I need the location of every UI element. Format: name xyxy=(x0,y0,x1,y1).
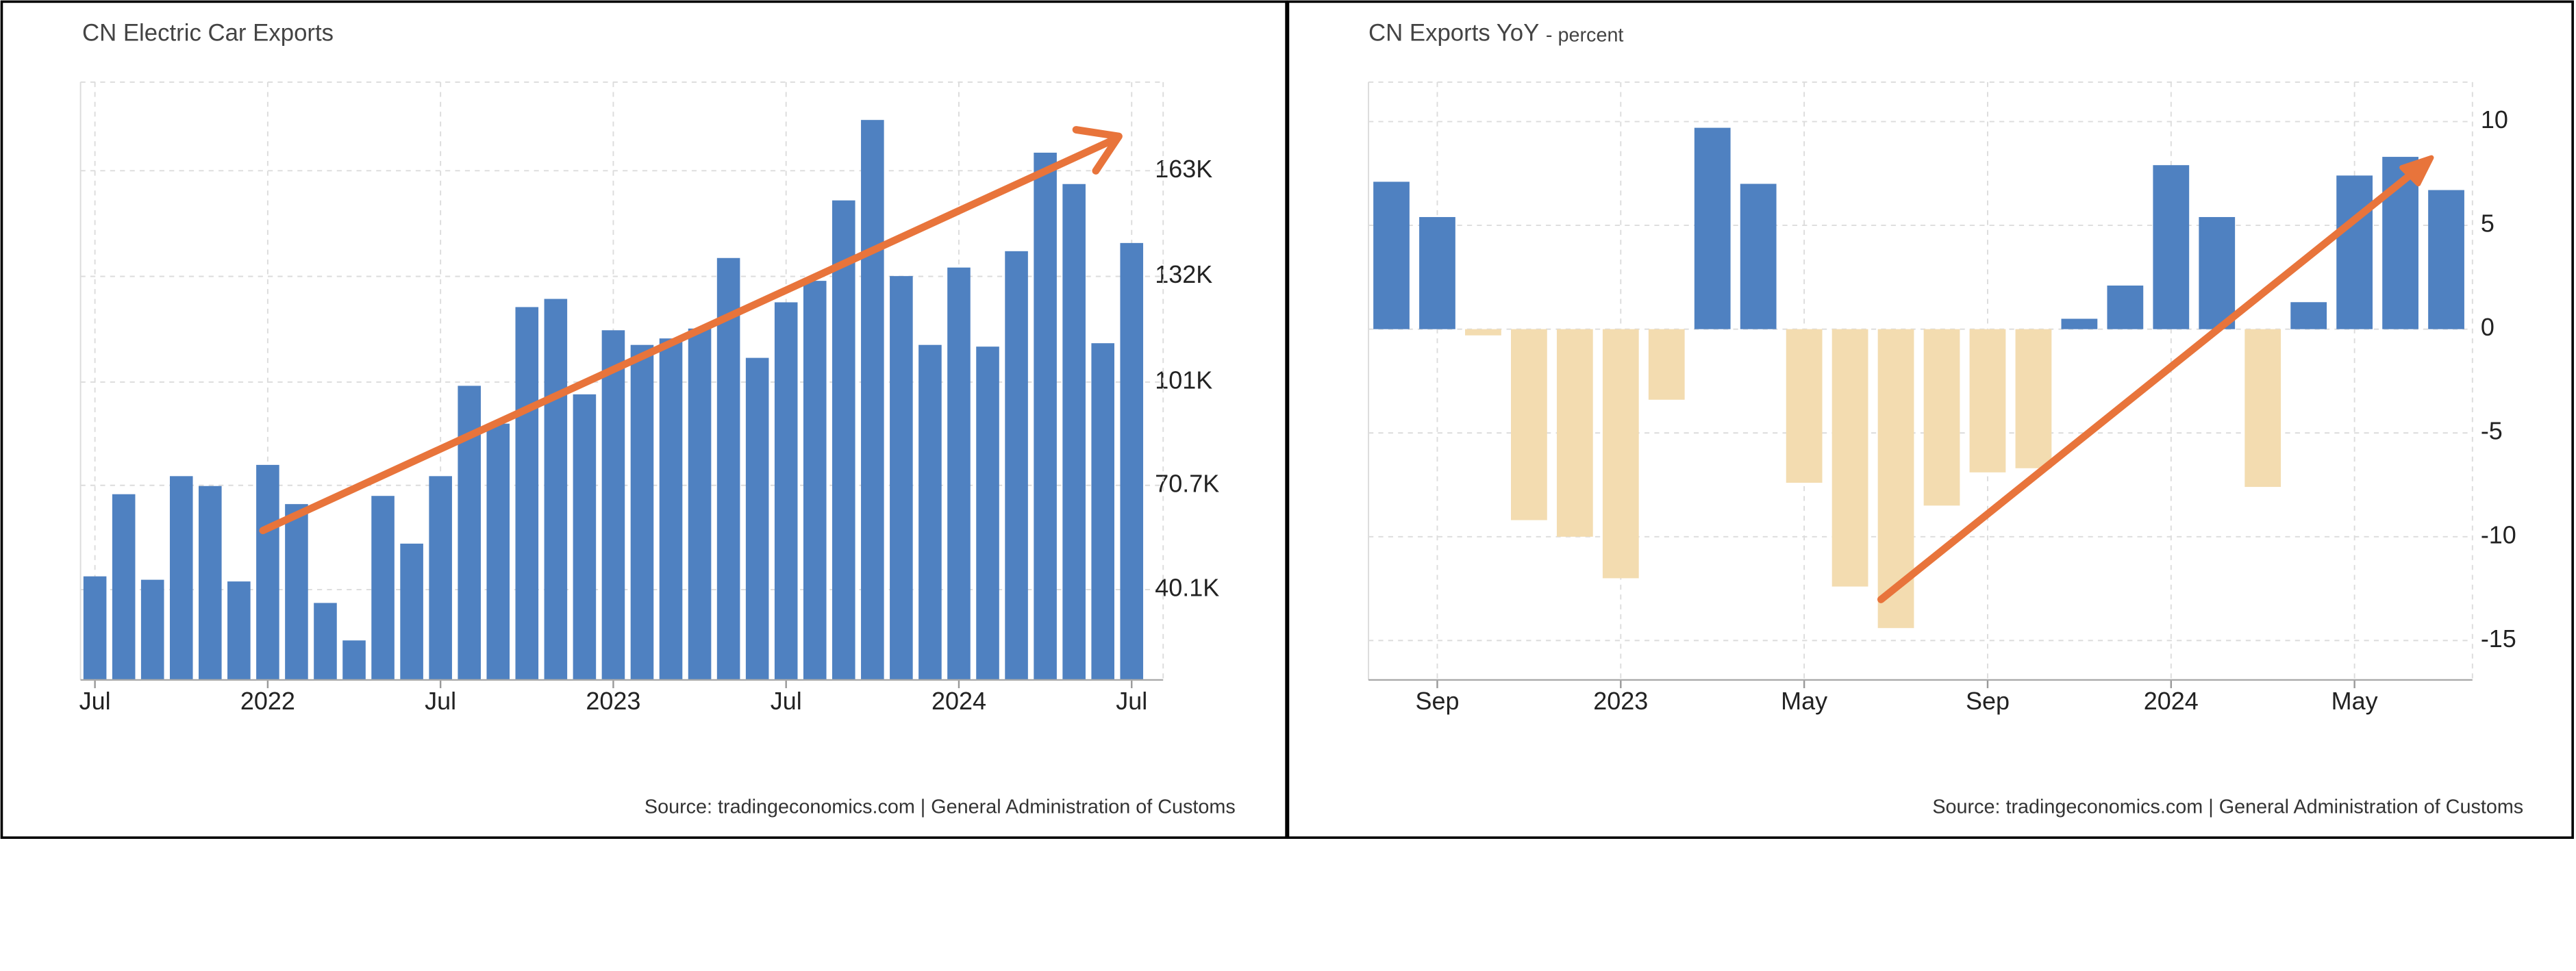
trend-arrow xyxy=(259,126,1123,535)
bar xyxy=(1062,184,1086,680)
y-tick-label: -5 xyxy=(2481,417,2503,445)
bar xyxy=(1465,329,1501,336)
x-tick-label: Sep xyxy=(1415,687,1459,715)
bar xyxy=(256,464,279,680)
bar xyxy=(861,120,884,680)
bar xyxy=(1740,184,1777,329)
bar xyxy=(803,281,827,680)
bar xyxy=(285,504,308,680)
bar xyxy=(2336,175,2373,329)
bar xyxy=(745,357,769,680)
bar xyxy=(1005,251,1028,680)
bar xyxy=(659,338,683,680)
bar xyxy=(630,344,654,680)
bar xyxy=(1831,329,1868,587)
x-tick-label: 2024 xyxy=(2144,687,2199,715)
y-tick-label: -10 xyxy=(2481,520,2516,548)
bar xyxy=(1923,329,1960,506)
bar xyxy=(1091,343,1114,680)
bar xyxy=(112,494,136,680)
x-tick-label: 2024 xyxy=(931,687,986,715)
bar xyxy=(1648,329,1685,400)
bar xyxy=(342,640,366,680)
x-tick-label: 2023 xyxy=(586,687,640,715)
charts: CN Electric Car Exports Source: tradingec… xyxy=(79,21,2524,818)
bar xyxy=(601,330,625,680)
bar xyxy=(314,603,337,680)
y-tick-label: 101K xyxy=(1155,366,1212,394)
bar xyxy=(774,302,798,680)
y-tick-label: 132K xyxy=(1155,260,1212,288)
bar xyxy=(83,576,107,680)
y-tick-label: 40.1K xyxy=(1155,574,1219,602)
x-tick-label: Sep xyxy=(1966,687,2010,715)
chart-title: CN Exports YoY xyxy=(1368,21,1539,47)
x-tick-label: Jul xyxy=(1116,687,1147,715)
bar xyxy=(169,476,193,680)
x-tick-label: Jul xyxy=(771,687,802,715)
bar xyxy=(371,496,395,680)
bar xyxy=(2199,216,2236,329)
bar xyxy=(1510,329,1547,520)
bar xyxy=(1419,216,1455,329)
bar xyxy=(1556,329,1593,537)
y-tick-label: 163K xyxy=(1155,155,1212,183)
y-tick-label: 0 xyxy=(2481,313,2494,341)
bar xyxy=(140,579,164,680)
bar xyxy=(2244,329,2281,488)
bar xyxy=(400,543,423,680)
bar xyxy=(1969,329,2006,472)
x-tick-label: 2023 xyxy=(1593,687,1648,715)
bar xyxy=(947,267,971,680)
bar xyxy=(918,344,942,680)
bar xyxy=(688,328,712,680)
x-tick-label: May xyxy=(2331,687,2378,715)
bar xyxy=(1694,127,1731,329)
bar xyxy=(1120,242,1144,680)
bar xyxy=(429,476,452,680)
bar xyxy=(515,307,539,680)
x-tick-label: Jul xyxy=(79,687,111,715)
bar xyxy=(2015,329,2052,468)
chart-subtitle: - percent xyxy=(1546,24,1624,46)
bar xyxy=(976,346,999,680)
bar xyxy=(2290,302,2327,329)
bar xyxy=(890,276,913,680)
trend-arrow xyxy=(1877,155,2434,603)
bar xyxy=(2428,190,2464,329)
bar xyxy=(832,200,855,680)
bar xyxy=(573,394,597,680)
x-tick-label: Jul xyxy=(425,687,456,715)
bar xyxy=(2061,318,2098,329)
bar xyxy=(1786,329,1823,483)
bar xyxy=(2107,286,2144,329)
y-tick-label: 10 xyxy=(2481,105,2508,134)
x-tick-label: 2022 xyxy=(240,687,295,715)
chart-title: CN Electric Car Exports xyxy=(82,21,334,47)
bar xyxy=(486,423,510,680)
y-tick-label: 5 xyxy=(2481,210,2494,238)
y-tick-label: 70.7K xyxy=(1155,469,1219,497)
bar xyxy=(1602,329,1639,579)
bar xyxy=(1373,181,1410,329)
bar xyxy=(716,257,740,680)
source-note: Source: tradingeconomics.com | General A… xyxy=(645,796,1236,818)
bar xyxy=(2153,165,2190,329)
bar xyxy=(1034,152,1057,680)
y-tick-label: -15 xyxy=(2481,625,2516,653)
source-note: Source: tradingeconomics.com | General A… xyxy=(1932,796,2523,818)
bar xyxy=(544,299,568,680)
bar xyxy=(199,486,222,680)
x-tick-label: May xyxy=(1781,687,1827,715)
bar xyxy=(227,581,251,680)
